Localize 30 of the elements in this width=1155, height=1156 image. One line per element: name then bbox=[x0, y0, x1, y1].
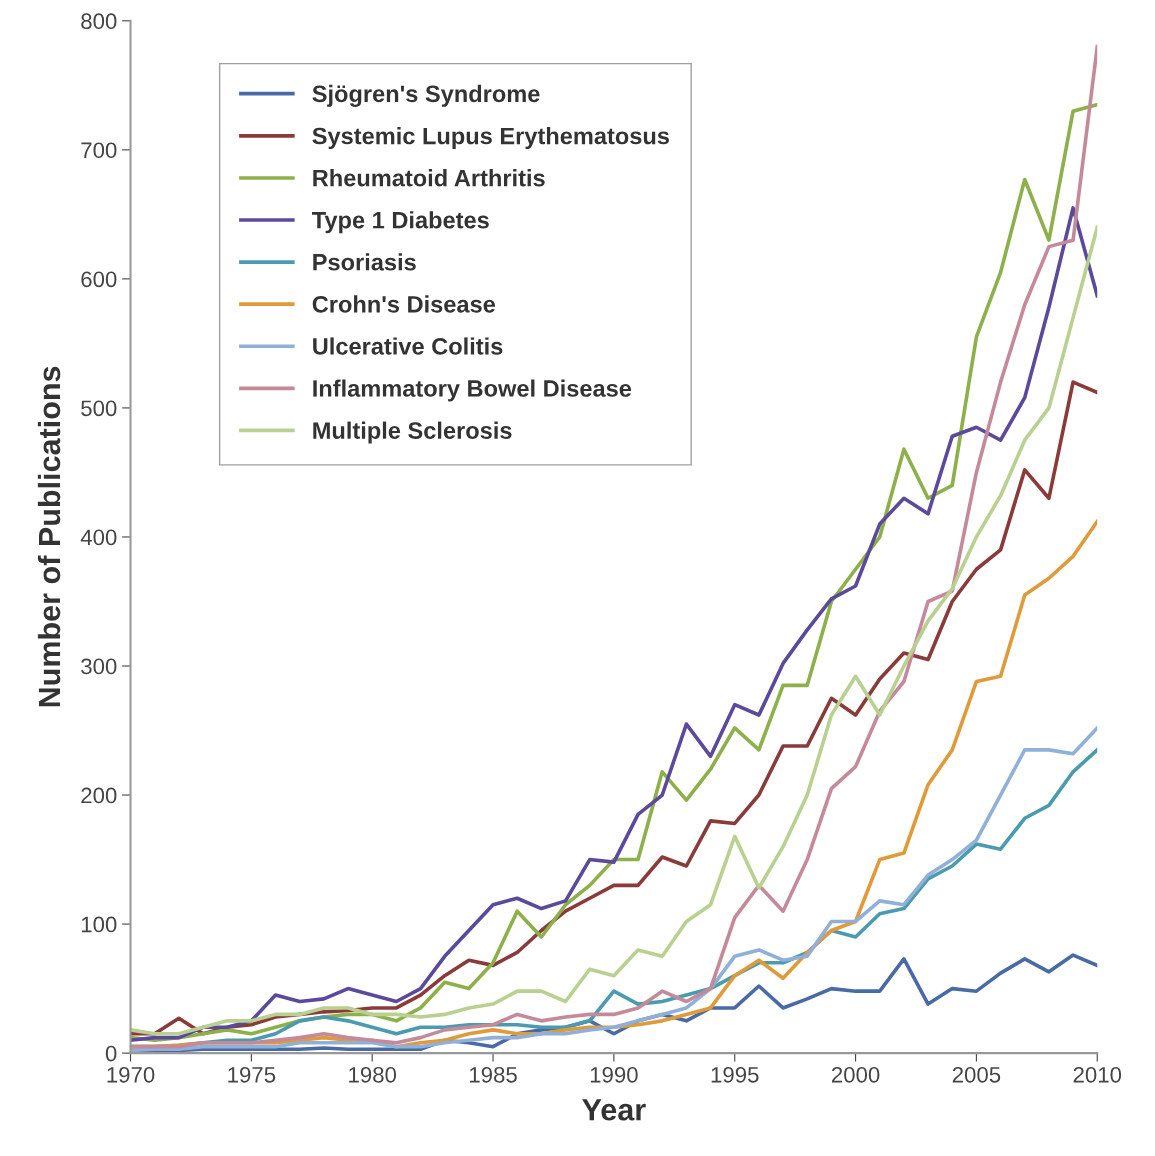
legend-label: Systemic Lupus Erythematosus bbox=[312, 127, 669, 150]
legend-label: Crohn's Disease bbox=[312, 295, 496, 313]
x-tick-label: 2000 bbox=[831, 1066, 880, 1083]
legend-label: Inflammatory Bowel Disease bbox=[313, 379, 632, 402]
legend-label: Sjögren's Syndrome bbox=[312, 84, 540, 107]
x-tick-label: 2005 bbox=[952, 1066, 1001, 1083]
x-tick-label: 1985 bbox=[470, 1066, 517, 1083]
y-tick-label: 600 bbox=[81, 271, 117, 288]
line-series bbox=[130, 380, 1098, 1036]
y-tick-label: 500 bbox=[81, 400, 117, 417]
y-tick-label: 100 bbox=[81, 916, 117, 933]
x-tick-label: 1975 bbox=[228, 1066, 276, 1083]
x-tick-label: 2010 bbox=[1073, 1066, 1122, 1083]
legend-label: Psoriasis bbox=[313, 253, 416, 271]
x-tick-label: 1970 bbox=[107, 1066, 155, 1083]
x-axis-title: Year bbox=[582, 1099, 646, 1121]
y-tick-label: 800 bbox=[81, 13, 117, 30]
y-tick-label: 400 bbox=[80, 529, 117, 546]
legend-label: Multiple Sclerosis bbox=[313, 421, 512, 444]
x-tick-label: 1990 bbox=[590, 1066, 638, 1083]
y-tick-label: 0 bbox=[105, 1045, 117, 1062]
legend-label: Ulcerative Colitis bbox=[313, 337, 503, 355]
x-tick-label: 1995 bbox=[711, 1066, 759, 1083]
legend-label: Rheumatoid Arthritis bbox=[313, 169, 545, 187]
y-tick-label: 700 bbox=[81, 142, 117, 159]
x-tick-label: 1980 bbox=[349, 1066, 397, 1083]
legend-label: Type 1 Diabetes bbox=[312, 211, 489, 234]
y-axis-title: Number of Publications bbox=[37, 366, 61, 707]
y-tick-label: 300 bbox=[81, 658, 117, 675]
y-tick-label: 200 bbox=[81, 787, 117, 804]
